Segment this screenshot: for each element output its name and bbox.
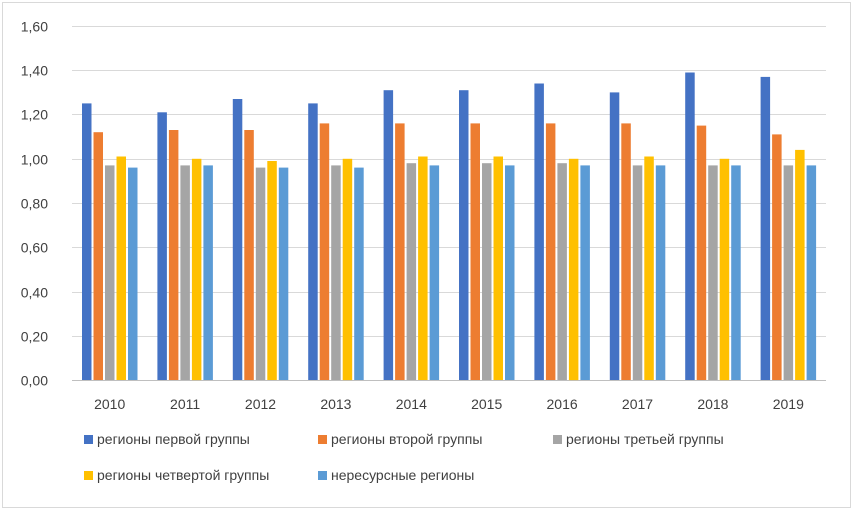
y-tick-label: 0,60 [21, 240, 48, 256]
x-tick-label: 2018 [697, 396, 728, 412]
bar [482, 163, 492, 380]
bar [342, 158, 353, 381]
x-tick-label: 2010 [94, 396, 125, 412]
bar [760, 76, 771, 381]
bar [795, 149, 805, 380]
x-axis-ticks: 2010 2011 2012 2013 2014 2015 2016 2017 2018 2019 [94, 396, 804, 412]
bar [685, 72, 695, 380]
bar [609, 92, 620, 381]
legend-swatch [318, 435, 327, 444]
x-tick-label: 2019 [773, 396, 804, 412]
y-tick-label: 1,00 [21, 152, 48, 168]
bar [105, 165, 115, 380]
bar [557, 163, 567, 380]
bar [621, 123, 631, 381]
bar [157, 112, 167, 381]
legend-label: регионы третьей группы [566, 431, 724, 447]
x-tick-label: 2016 [547, 396, 578, 412]
bar [580, 165, 590, 380]
legend-label: нересурсные регионы [331, 467, 474, 483]
bar [395, 123, 405, 381]
bar [505, 165, 515, 380]
bar [459, 90, 469, 380]
bar [806, 165, 817, 380]
bar [128, 167, 138, 380]
x-tick-label: 2015 [471, 396, 502, 412]
bar [534, 83, 544, 380]
bar [632, 165, 643, 380]
bar [708, 165, 718, 380]
bar [331, 165, 341, 380]
y-axis-ticks: 0,00 0,20 0,40 0,60 0,80 1,00 1,20 1,40 1,60 [21, 19, 48, 389]
y-tick-label: 0,20 [21, 329, 48, 345]
bar [180, 165, 190, 380]
bar [545, 123, 556, 381]
bar [719, 158, 730, 381]
bar [232, 99, 243, 380]
bar [383, 90, 394, 380]
x-tick-label: 2017 [622, 396, 653, 412]
bar [772, 134, 782, 380]
bar [116, 156, 126, 380]
legend-swatch [553, 435, 562, 444]
bar [255, 167, 266, 380]
bar [568, 158, 579, 381]
bar [655, 165, 666, 380]
legend-swatch [318, 471, 327, 480]
y-tick-label: 1,40 [21, 63, 48, 79]
bar [696, 125, 707, 380]
bar [244, 130, 254, 380]
legend-swatch [84, 435, 93, 444]
y-tick-label: 0,40 [21, 285, 48, 301]
y-tick-label: 1,60 [21, 19, 48, 35]
legend-label: регионы второй группы [331, 431, 482, 447]
bar [406, 163, 417, 380]
y-tick-label: 0,00 [21, 373, 48, 389]
x-tick-label: 2012 [245, 396, 276, 412]
x-tick-label: 2014 [396, 396, 427, 412]
bar [308, 103, 318, 381]
bars [82, 72, 817, 381]
bar [493, 156, 503, 380]
bar [783, 165, 794, 380]
bar [644, 156, 654, 380]
legend-label: регионы четвертой группы [97, 467, 269, 483]
bar [191, 158, 202, 381]
legend: регионы первой группы регионы второй груп… [84, 431, 724, 483]
x-tick-label: 2013 [320, 396, 351, 412]
bar [429, 165, 440, 380]
bar [93, 132, 103, 380]
bar [82, 103, 92, 381]
bar [470, 123, 480, 381]
bar [168, 130, 179, 380]
y-tick-label: 1,20 [21, 107, 48, 123]
bar [731, 165, 741, 380]
bar [267, 161, 277, 380]
x-tick-label: 2011 [170, 396, 200, 412]
y-tick-label: 0,80 [21, 196, 48, 212]
bar [418, 156, 428, 380]
legend-label: регионы первой группы [97, 431, 250, 447]
bar [354, 167, 364, 380]
legend-swatch [84, 471, 93, 480]
bar [203, 165, 213, 380]
bar [278, 167, 289, 380]
bar [319, 123, 330, 381]
